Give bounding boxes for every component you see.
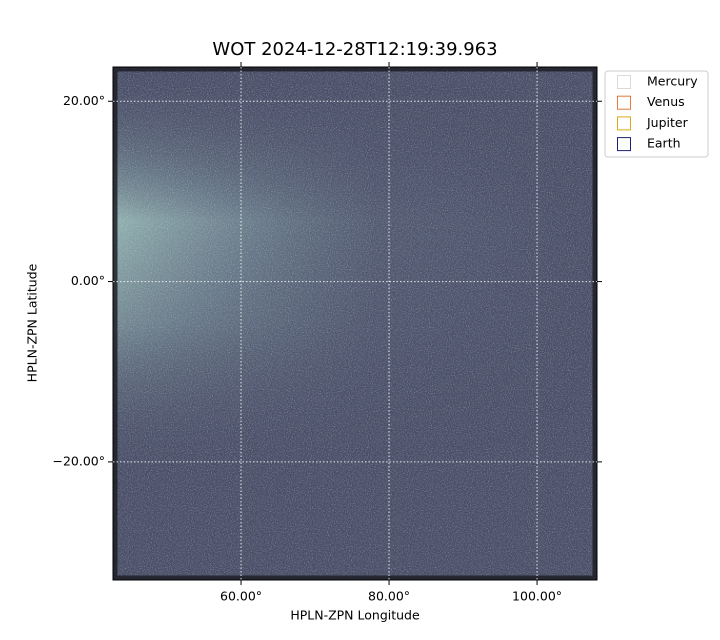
- x-tick-label: 80.00°: [368, 589, 410, 604]
- legend: [604, 70, 709, 158]
- chart-title: WOT 2024-12-28T12:19:39.963: [212, 39, 497, 60]
- legend-label: Jupiter: [646, 115, 689, 130]
- x-axis-label: HPLN-ZPN Longitude: [290, 608, 420, 623]
- legend-label: Earth: [647, 136, 681, 151]
- legend-marker: [617, 137, 631, 152]
- x-tick-label: 100.00°: [512, 589, 562, 604]
- y-axis-label: HPLN-ZPN Latitude: [25, 263, 40, 382]
- x-tick-label: 60.00°: [220, 589, 262, 604]
- legend-marker: [617, 116, 631, 131]
- image: [112, 66, 598, 581]
- legend-marker: [617, 95, 631, 110]
- y-tick-label: −20.00°: [52, 453, 105, 468]
- y-tick-label: 20.00°: [63, 93, 105, 108]
- plot-frame: [112, 66, 598, 581]
- legend-marker: [617, 75, 631, 89]
- y-tick-label: 0.00°: [71, 273, 105, 288]
- legend-label: Venus: [647, 94, 685, 109]
- legend-label: Mercury: [647, 74, 698, 89]
